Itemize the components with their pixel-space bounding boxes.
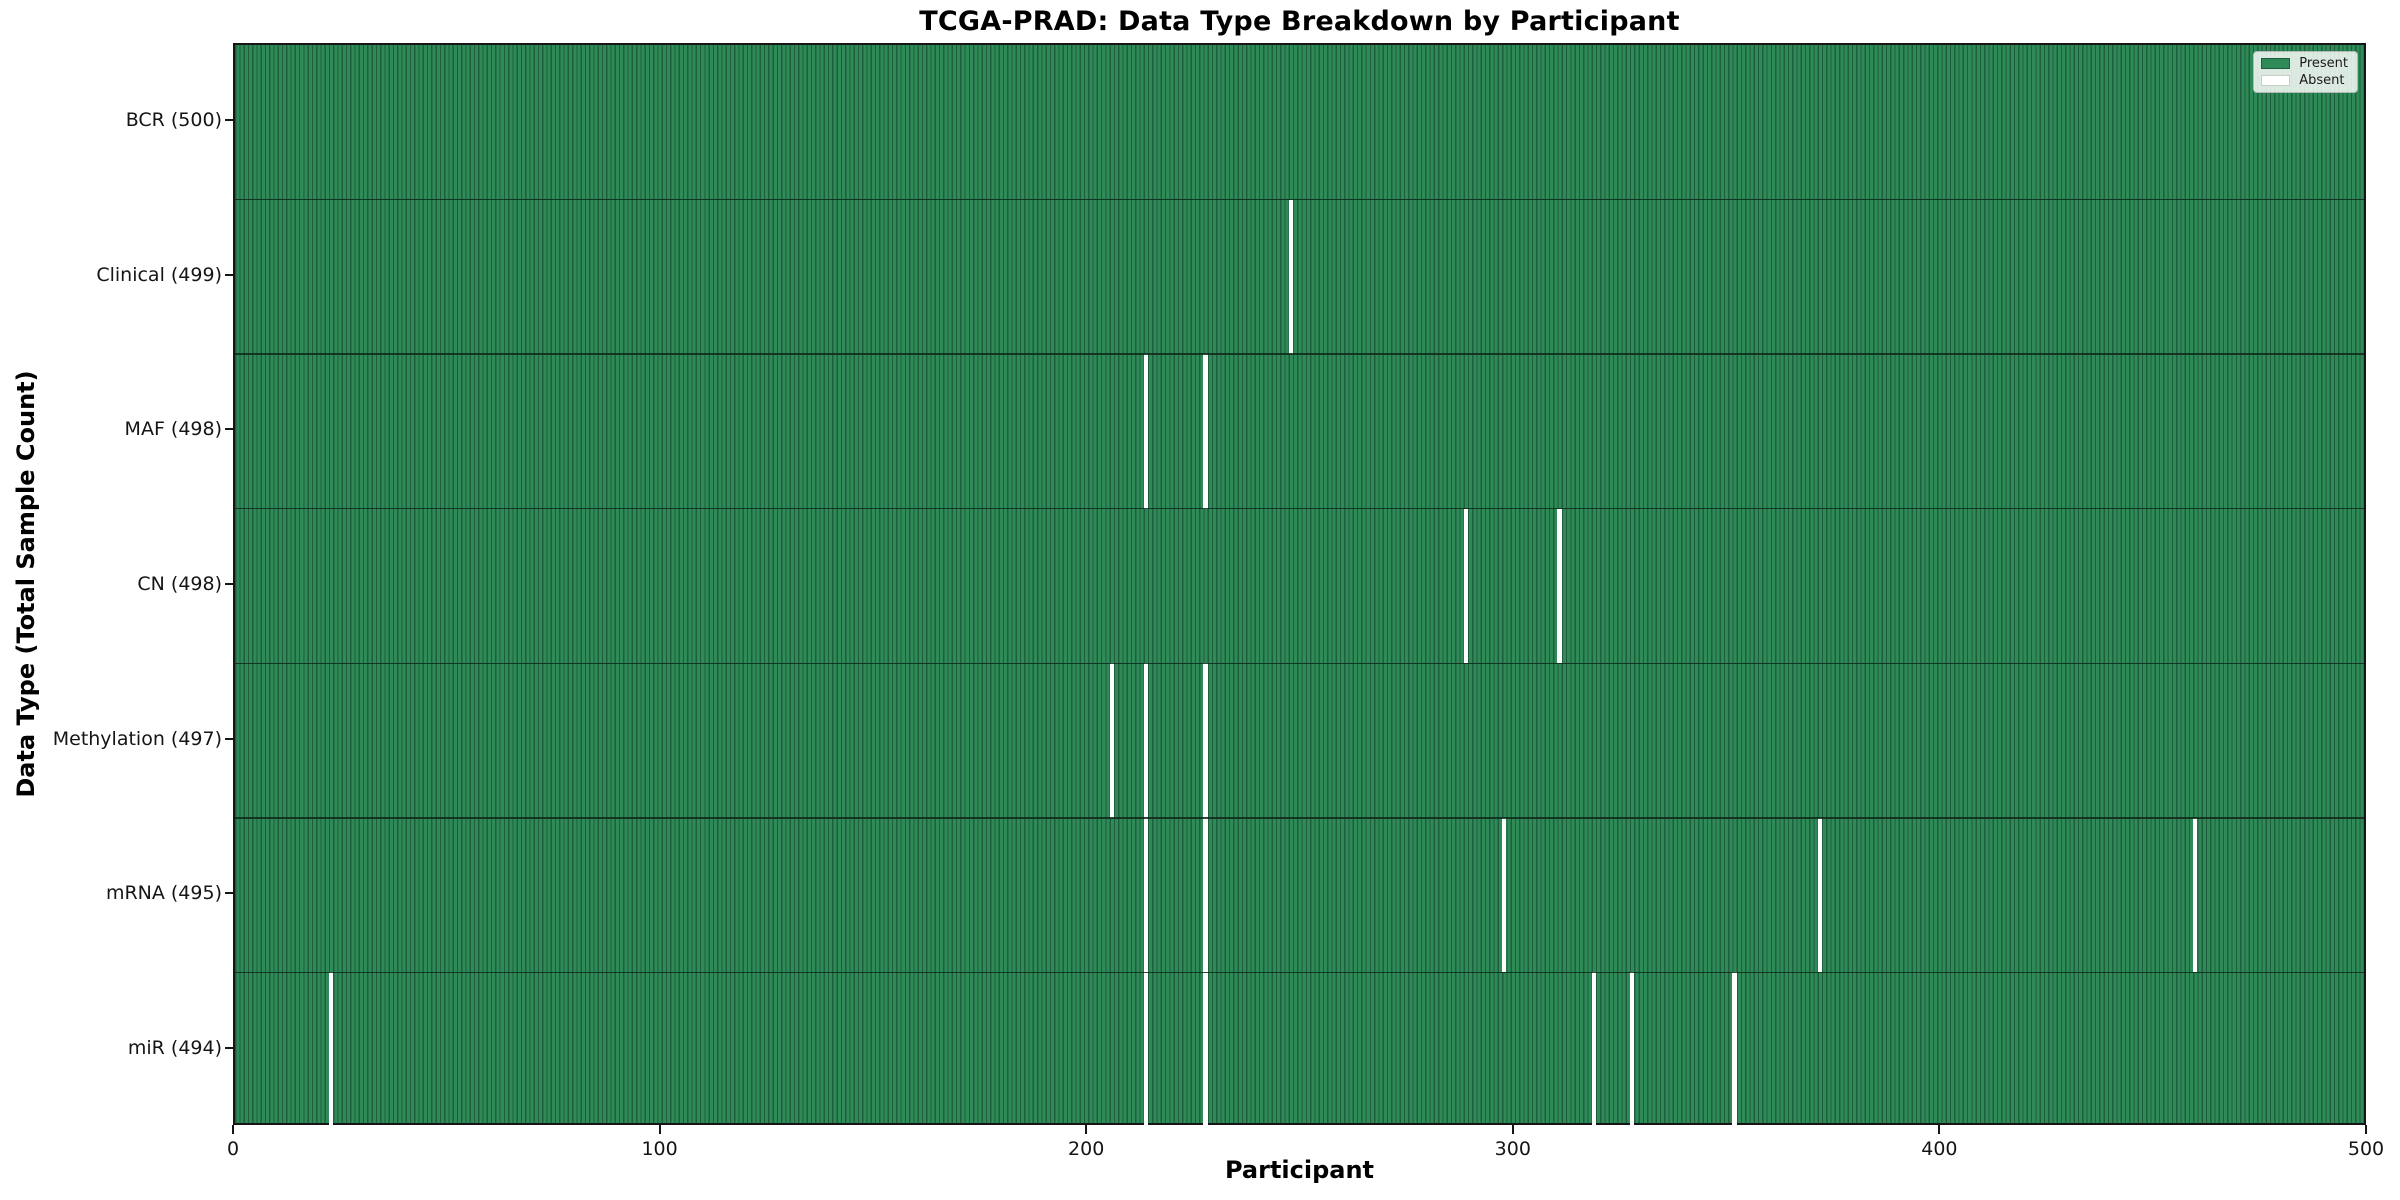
- row-separator: [235, 662, 2364, 665]
- plot-area: Present Absent: [233, 43, 2366, 1127]
- legend-entry-present: Present: [2261, 57, 2348, 70]
- absent-swatch-icon: [2261, 75, 2291, 86]
- x-tick-label-500: 500: [2347, 1138, 2385, 1160]
- row-separator: [235, 198, 2364, 201]
- x-tick-label-200: 200: [1068, 1138, 1105, 1160]
- x-tick-label-100: 100: [641, 1138, 678, 1160]
- absent-gap-mir-327: [1629, 972, 1635, 1127]
- legend: Present Absent: [2253, 51, 2358, 93]
- row-separator: [235, 507, 2364, 510]
- row-band-methylation: [235, 663, 2364, 818]
- absent-gap-mir-318: [1591, 972, 1596, 1127]
- absent-gap-mrna-297: [1502, 817, 1507, 973]
- x-tick-label-300: 300: [1494, 1138, 1531, 1160]
- legend-entry-absent: Absent: [2261, 74, 2348, 87]
- row-separator: [235, 817, 2364, 819]
- y-tick-mark: [225, 1046, 233, 1049]
- legend-label-present: Present: [2299, 56, 2348, 71]
- absent-gap-methylation-227: [1203, 663, 1208, 818]
- absent-gap-mrna-371: [1817, 817, 1822, 973]
- absent-gap-mir-351: [1732, 972, 1737, 1127]
- y-tick-label-bcr: BCR (500): [125, 109, 222, 132]
- row-band-maf: [235, 354, 2364, 509]
- y-tick-mark: [225, 119, 233, 122]
- y-tick-mark: [225, 737, 233, 740]
- present-swatch-icon: [2261, 58, 2291, 69]
- absent-gap-mrna-227: [1203, 817, 1208, 973]
- row-band-mrna: [235, 817, 2364, 973]
- y-tick-label-cn: CN (498): [137, 573, 222, 595]
- absent-gap-cn-288: [1463, 508, 1468, 664]
- row-separator: [235, 971, 2364, 974]
- x-tick-mark: [658, 1125, 661, 1134]
- y-tick-label-clinical: Clinical (499): [96, 263, 222, 286]
- row-band-clinical: [235, 199, 2364, 355]
- absent-gap-methylation-205: [1109, 663, 1114, 818]
- y-tick-label-maf: MAF (498): [124, 418, 222, 441]
- row-band-mir: [235, 972, 2364, 1127]
- y-tick-label-mir: miR (494): [127, 1036, 222, 1059]
- row-separator: [235, 353, 2364, 355]
- x-tick-mark: [1511, 1125, 1514, 1134]
- x-axis-label: Participant: [1224, 1156, 1375, 1184]
- absent-gap-mir-227: [1203, 972, 1208, 1127]
- y-axis-label: Data Type (Total Sample Count): [12, 370, 40, 798]
- absent-gap-mir-22: [328, 972, 334, 1127]
- x-tick-mark: [2365, 1125, 2367, 1134]
- y-tick-mark: [225, 892, 233, 895]
- x-tick-mark: [1085, 1125, 1088, 1134]
- x-tick-label-400: 400: [1921, 1138, 1958, 1160]
- y-tick-label-mrna: mRNA (495): [105, 882, 222, 905]
- y-tick-label-methylation: Methylation (497): [52, 727, 222, 750]
- absent-gap-clinical-247: [1288, 199, 1293, 355]
- absent-gap-mir-213: [1143, 972, 1148, 1127]
- x-tick-label-0: 0: [226, 1138, 240, 1160]
- x-tick-mark: [1938, 1125, 1941, 1134]
- absent-gap-cn-310: [1557, 508, 1562, 664]
- absent-gap-mrna-459: [2193, 817, 2198, 973]
- absent-gap-mrna-213: [1143, 817, 1148, 973]
- x-tick-mark: [232, 1125, 234, 1134]
- row-band-cn: [235, 508, 2364, 664]
- absent-gap-maf-213: [1143, 354, 1148, 509]
- y-tick-mark: [225, 273, 233, 276]
- y-tick-mark: [225, 428, 233, 431]
- absent-gap-methylation-213: [1143, 663, 1148, 818]
- legend-label-absent: Absent: [2299, 73, 2345, 88]
- chart-title: TCGA-PRAD: Data Type Breakdown by Partic…: [919, 6, 1680, 37]
- y-tick-mark: [225, 583, 233, 585]
- absent-gap-maf-227: [1203, 354, 1208, 509]
- row-band-bcr: [235, 45, 2364, 200]
